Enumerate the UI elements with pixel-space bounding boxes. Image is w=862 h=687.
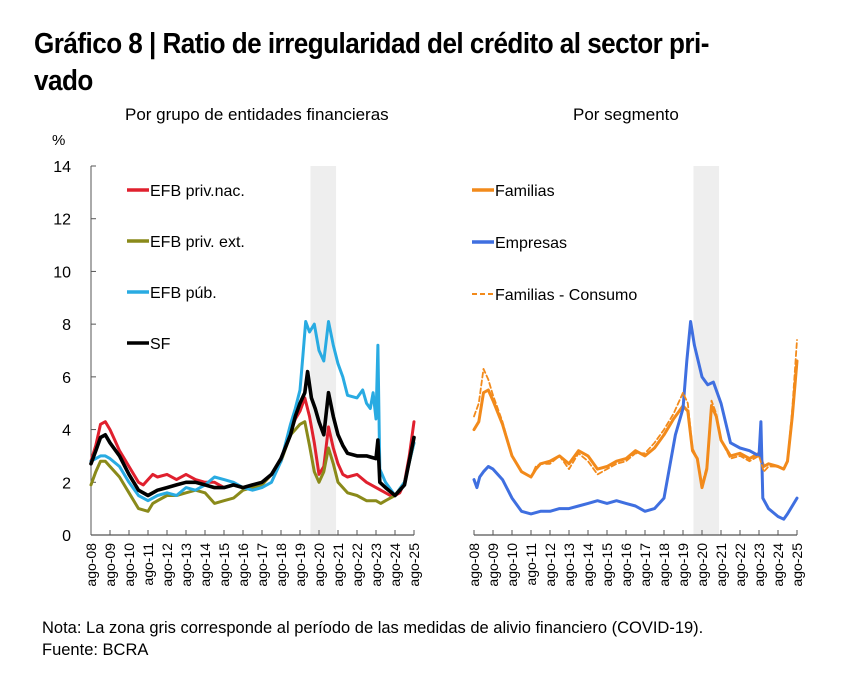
left-x-tick-label: ago-15 <box>216 543 232 587</box>
left-series-line-efb-p-b <box>89 320 416 503</box>
left-x-tick-label: ago-08 <box>83 543 99 587</box>
left-x-tick-label: ago-17 <box>254 543 270 587</box>
right-series-line-familias <box>472 359 799 490</box>
chart-title-line-1: Gráfico 8 | Ratio de irregularidad del c… <box>34 28 709 60</box>
left-y-tick-label: 12 <box>53 212 71 229</box>
left-x-tick-label: ago-25 <box>406 543 422 587</box>
right-covid-shaded-region <box>693 166 720 535</box>
left-x-tick-label: ago-13 <box>178 543 194 587</box>
right-legend-label-empresas: Empresas <box>495 235 567 252</box>
note-text: Nota: La zona gris corresponde al períod… <box>42 619 704 637</box>
left-x-tick-label: ago-18 <box>273 543 289 587</box>
left-series-line-efb-priv-nac <box>89 396 416 497</box>
right-series-line-familias-consumo <box>473 339 798 486</box>
left-x-tick-label: ago-20 <box>311 543 327 587</box>
right-x-tick-label: ago-17 <box>637 543 653 587</box>
right-x-tick-label: ago-14 <box>580 543 596 587</box>
left-x-tick-label: ago-16 <box>235 543 251 587</box>
chart-footnote: Nota: La zona gris corresponde al períod… <box>42 617 703 661</box>
right-x-tick-label: ago-10 <box>504 543 520 587</box>
left-y-tick-label: 14 <box>53 159 71 176</box>
left-legend-label-efb-priv-ext: EFB priv. ext. <box>150 234 245 251</box>
right-x-tick-label: ago-19 <box>675 543 691 587</box>
left-x-tick-label: ago-19 <box>292 543 308 587</box>
right-x-tick-label: ago-23 <box>751 543 767 587</box>
right-x-tick-label: ago-24 <box>770 543 786 587</box>
right-x-tick-label: ago-22 <box>732 543 748 587</box>
right-panel-title: Por segmento <box>573 105 679 124</box>
chart-title-line-2: vado <box>34 65 93 97</box>
right-x-tick-label: ago-16 <box>618 543 634 587</box>
left-x-tick-label: ago-14 <box>197 543 213 587</box>
left-legend-label-efb-priv-nac: EFB priv.nac. <box>150 183 245 200</box>
right-x-tick-label: ago-08 <box>466 543 482 587</box>
right-x-tick-label: ago-15 <box>599 543 615 587</box>
left-x-tick-label: ago-10 <box>121 543 137 587</box>
right-x-tick-label: ago-20 <box>694 543 710 587</box>
right-series-line-empresas <box>472 320 799 521</box>
left-x-tick-label: ago-21 <box>330 543 346 587</box>
y-axis-unit: % <box>52 132 66 149</box>
left-covid-shaded-region <box>310 166 337 535</box>
right-x-tick-label: ago-18 <box>656 543 672 587</box>
left-y-tick-label: 0 <box>62 528 71 545</box>
left-y-tick-label: 6 <box>62 370 71 387</box>
left-y-tick-label: 4 <box>62 423 71 440</box>
right-x-tick-label: ago-09 <box>485 543 501 587</box>
left-y-tick-label: 8 <box>62 317 71 334</box>
left-y-tick-label: 10 <box>53 264 71 281</box>
left-series-line-efb-priv-ext <box>89 420 416 513</box>
source-text: Fuente: BCRA <box>42 641 149 659</box>
right-x-tick-label: ago-21 <box>713 543 729 587</box>
left-x-tick-label: ago-12 <box>159 543 175 587</box>
left-legend-label-efb-p-b: EFB púb. <box>150 285 217 302</box>
left-x-tick-label: ago-11 <box>140 543 156 586</box>
left-y-tick-label: 2 <box>62 475 71 492</box>
right-x-tick-label: ago-25 <box>789 543 805 587</box>
chart-title: Gráfico 8 | Ratio de irregularidad del c… <box>34 26 754 100</box>
right-x-tick-label: ago-11 <box>523 543 539 586</box>
left-x-tick-label: ago-22 <box>349 543 365 587</box>
left-series-line-sf <box>89 369 416 498</box>
right-legend-label-familias-consumo: Familias - Consumo <box>495 287 637 304</box>
left-x-tick-label: ago-09 <box>102 543 118 587</box>
right-x-tick-label: ago-13 <box>561 543 577 587</box>
left-x-tick-label: ago-23 <box>368 543 384 587</box>
left-legend-label-sf: SF <box>150 336 171 353</box>
left-panel-title: Por grupo de entidades financieras <box>125 105 389 124</box>
right-legend-label-familias: Familias <box>495 183 555 200</box>
left-x-tick-label: ago-24 <box>387 543 403 587</box>
right-x-tick-label: ago-12 <box>542 543 558 587</box>
